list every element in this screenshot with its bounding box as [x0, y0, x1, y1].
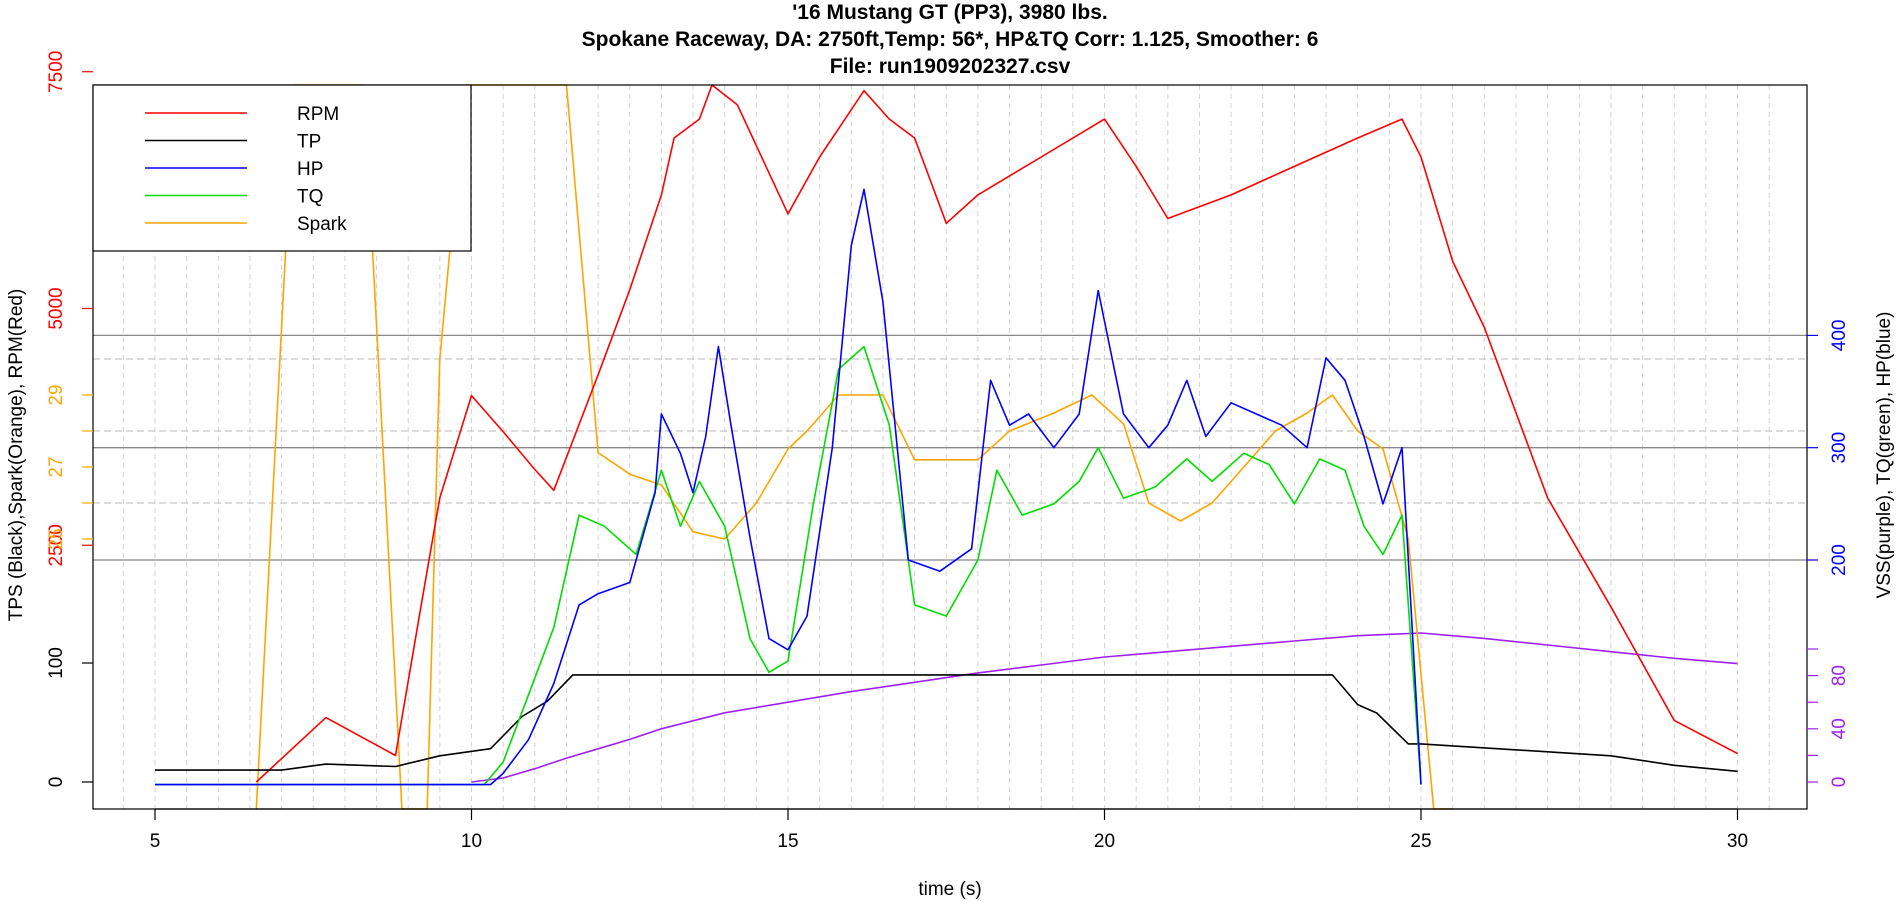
series-layer [155, 84, 1738, 810]
legend-label: Spark [297, 214, 347, 235]
series-line-vss [471, 632, 1738, 783]
left-tick-label: 0 [46, 777, 67, 788]
right-tick-label: 200 [1829, 544, 1850, 576]
x-tick-label: 25 [1410, 831, 1431, 852]
series-line-tq [155, 345, 1422, 786]
x-tick-label: 10 [461, 831, 482, 852]
left-tick-label: 29 [46, 384, 67, 405]
legend: RPM TP HP TQ Spark [92, 84, 472, 252]
x-tick-label: 5 [150, 831, 161, 852]
right-tick-label: 0 [1829, 777, 1850, 788]
right-tick-label: 40 [1829, 718, 1850, 739]
x-tick-label: 30 [1727, 831, 1748, 852]
chart-title-line-1: '16 Mustang GT (PP3), 3980 lbs. [792, 1, 1108, 24]
left-tick-label: 2500 [46, 524, 67, 566]
x-axis-label: time (s) [918, 879, 981, 900]
legend-label: RPM [297, 104, 339, 125]
x-tick-label: 15 [777, 831, 798, 852]
left-tick-label: 100 [46, 647, 67, 679]
y-axis-label-left: TPS (Black),Spark(Orange), RPM(Red) [6, 289, 27, 622]
left-tick-label: 7500 [46, 51, 67, 93]
right-tick-label: 400 [1829, 320, 1850, 352]
y-axis-label-right: VSS(purple), TQ(green), HP(blue) [1874, 312, 1895, 599]
right-tick-label: 80 [1829, 665, 1850, 686]
chart-title-line-2: Spokane Raceway, DA: 2750ft,Temp: 56*, H… [581, 28, 1319, 51]
legend-label: TQ [297, 187, 323, 208]
chart-title-line-3: File: run1909202327.csv [829, 55, 1071, 78]
left-tick-label: 5000 [46, 287, 67, 329]
x-tick-label: 20 [1094, 831, 1115, 852]
axes-layer: 5 10 15 20 25 3001002500500075002527290408020… [46, 51, 1850, 852]
legend-label: HP [297, 159, 323, 180]
series-line-tp [155, 674, 1738, 773]
series-line-hp [155, 188, 1422, 786]
legend-label: TP [297, 132, 321, 153]
right-tick-label: 300 [1829, 432, 1850, 464]
series-line-rpm [255, 84, 1738, 783]
left-tick-label: 25 [46, 528, 67, 549]
left-tick-label: 27 [46, 456, 67, 477]
